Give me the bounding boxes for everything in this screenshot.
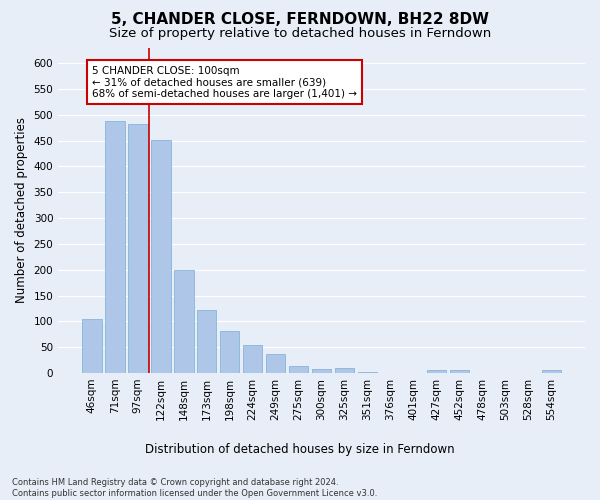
Y-axis label: Number of detached properties: Number of detached properties — [15, 118, 28, 304]
Bar — [266, 354, 286, 373]
Bar — [358, 372, 377, 373]
Text: Contains HM Land Registry data © Crown copyright and database right 2024.
Contai: Contains HM Land Registry data © Crown c… — [12, 478, 377, 498]
Bar — [105, 121, 125, 373]
Bar — [335, 368, 355, 373]
Text: Size of property relative to detached houses in Ferndown: Size of property relative to detached ho… — [109, 28, 491, 40]
Bar — [312, 369, 331, 373]
Bar — [449, 370, 469, 373]
Bar — [128, 124, 148, 373]
Bar — [197, 310, 217, 373]
Bar — [220, 330, 239, 373]
Bar — [243, 345, 262, 373]
Text: 5, CHANDER CLOSE, FERNDOWN, BH22 8DW: 5, CHANDER CLOSE, FERNDOWN, BH22 8DW — [111, 12, 489, 28]
Bar — [542, 370, 561, 373]
Bar — [427, 370, 446, 373]
Text: 5 CHANDER CLOSE: 100sqm
← 31% of detached houses are smaller (639)
68% of semi-d: 5 CHANDER CLOSE: 100sqm ← 31% of detache… — [92, 66, 357, 99]
Bar — [289, 366, 308, 373]
Text: Distribution of detached houses by size in Ferndown: Distribution of detached houses by size … — [145, 442, 455, 456]
Bar — [151, 140, 170, 373]
Bar — [82, 319, 101, 373]
Bar — [174, 270, 194, 373]
